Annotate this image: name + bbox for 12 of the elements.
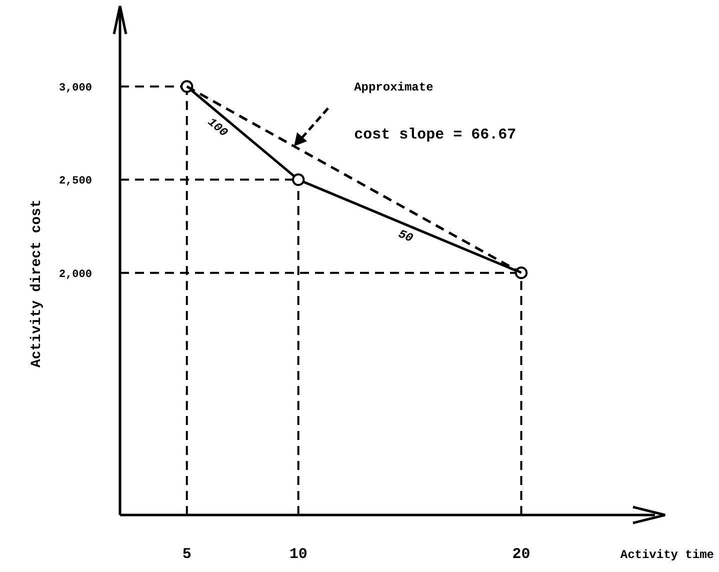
- y-tick-label: 3,000: [58, 82, 92, 95]
- y-axis-title: Activity direct cost: [29, 199, 45, 368]
- annotation: Approximate: [354, 80, 434, 95]
- x-axis-title: Activity time: [620, 548, 714, 562]
- x-tick-label: 5: [182, 546, 192, 563]
- y-tick-label: 2,500: [58, 176, 92, 188]
- x-tick-label: 10: [289, 546, 308, 563]
- annotation: 100: [204, 115, 230, 140]
- annotation: 50: [396, 227, 415, 246]
- y-tick-label: 2,000: [58, 268, 92, 281]
- annotation: cost slope = 66.67: [354, 126, 516, 144]
- x-tick-label: 20: [512, 546, 530, 563]
